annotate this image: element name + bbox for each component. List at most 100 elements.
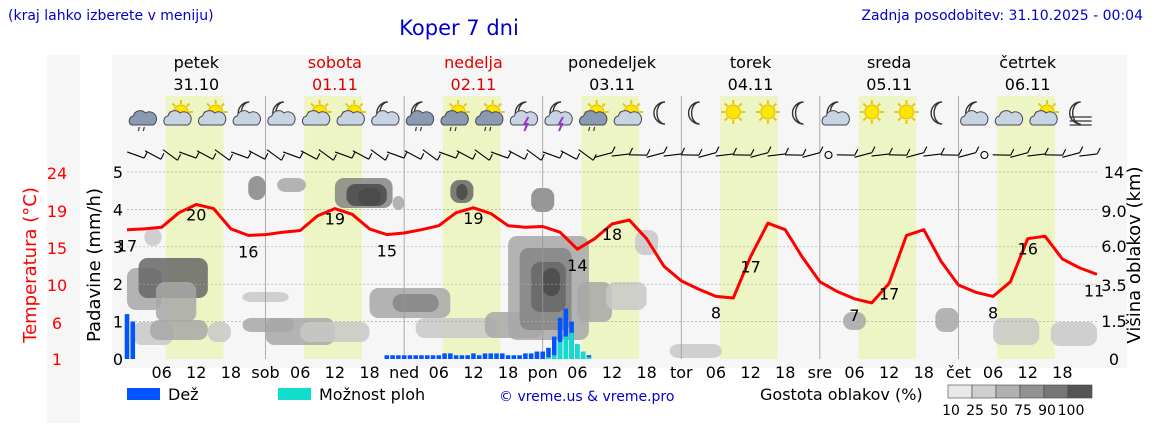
rain-bar xyxy=(407,355,413,359)
x-tick: 12 xyxy=(186,363,206,382)
day-date: 04.11 xyxy=(728,75,774,94)
cloud-density-value: 90 xyxy=(1038,403,1056,419)
rain-swatch xyxy=(127,388,160,400)
wind-barb xyxy=(680,148,703,156)
grid xyxy=(127,96,1097,359)
wind-barb xyxy=(784,148,807,156)
x-tick: 06 xyxy=(983,363,1003,382)
wind-barb xyxy=(1010,146,1032,158)
day-name: ponedeljek xyxy=(568,53,657,72)
rain-bar xyxy=(442,353,447,359)
shower-bar xyxy=(569,332,574,359)
day-date: 01.11 xyxy=(312,75,358,94)
precipitation-tick: 3 xyxy=(113,238,123,257)
wind-barb xyxy=(422,149,441,161)
last-update: Zadnja posodobitev: 31.10.2025 - 00:04 xyxy=(861,8,1143,24)
copyright: © vreme.us & vreme.pro xyxy=(499,389,674,405)
rain-bar xyxy=(430,355,436,359)
rain-bar xyxy=(130,321,136,359)
wind-barb xyxy=(1027,147,1049,157)
precipitation-bars xyxy=(124,308,592,359)
sun-rain-icon xyxy=(579,100,609,132)
temperature-label: 18 xyxy=(602,225,622,244)
day-name: nedelja xyxy=(444,53,503,72)
shower-bar xyxy=(551,355,557,359)
rain-bar xyxy=(436,355,442,359)
x-tick: 06 xyxy=(567,363,587,382)
temperature-label: 16 xyxy=(238,242,258,261)
cloud-height-tick: 0 xyxy=(1109,350,1119,369)
wind-barb xyxy=(888,148,911,156)
wind-barb xyxy=(230,151,252,159)
wind-barb xyxy=(802,146,824,158)
cloud-height-axis-title: Višina oblakov (km) xyxy=(1124,166,1145,343)
region-note[interactable]: (kraj lahko izberete v meniju) xyxy=(8,8,214,24)
wind-barb xyxy=(750,146,772,158)
x-tick: 18 xyxy=(636,363,656,382)
temperature-label: 17 xyxy=(740,258,760,277)
showers-legend-label: Možnost ploh xyxy=(319,385,425,404)
wind-barb xyxy=(300,150,321,160)
temperature-tick: 6 xyxy=(52,314,62,333)
moon-cloud-icon xyxy=(232,101,261,126)
showers-swatch xyxy=(278,388,311,400)
sun-cloud-icon xyxy=(336,100,367,126)
x-tick: 12 xyxy=(602,363,622,382)
x-tick: 06 xyxy=(429,363,449,382)
moon-cloud-icon xyxy=(821,101,850,126)
wind-barb xyxy=(646,146,668,158)
rain-bar xyxy=(500,353,505,359)
moon-cloud-icon xyxy=(267,101,296,126)
wind-barb xyxy=(490,151,512,159)
wind-barb xyxy=(1044,148,1067,156)
rain-bar xyxy=(563,308,569,359)
moon-icon xyxy=(653,101,666,125)
rain-bar xyxy=(459,355,465,359)
wind-barb xyxy=(404,150,425,160)
wind-barb xyxy=(1079,147,1101,157)
x-tick: 06 xyxy=(706,363,726,382)
cloud-area xyxy=(248,176,266,200)
wind-barb xyxy=(958,146,980,158)
wind-barb xyxy=(352,150,373,160)
wind-barb xyxy=(992,148,1015,156)
cloud-area xyxy=(300,322,370,342)
moon-cloud-icon xyxy=(371,101,400,126)
wind-barb xyxy=(508,150,529,160)
shower-bar xyxy=(563,336,569,359)
wind-barb xyxy=(698,146,720,158)
rain-legend-label: Dež xyxy=(168,385,199,404)
day-date: 31.10 xyxy=(173,75,219,94)
wind-barb xyxy=(663,147,686,157)
day-date: 06.11 xyxy=(1005,75,1051,94)
wind-barb xyxy=(282,151,304,159)
x-tick: 18 xyxy=(914,363,934,382)
temperature-tick: 19 xyxy=(47,202,67,221)
rain-bar xyxy=(396,355,401,359)
wind-barb xyxy=(715,147,738,157)
daylight-band xyxy=(997,96,1055,359)
page-title: Koper 7 dni xyxy=(399,16,519,40)
temperature-tick: 15 xyxy=(47,239,67,258)
day-name: sreda xyxy=(867,53,911,72)
cloud-density-value: 100 xyxy=(1058,403,1085,419)
x-tick: 06 xyxy=(290,363,310,382)
rain-bar xyxy=(124,314,130,359)
x-tick: 12 xyxy=(879,363,899,382)
x-tick: 06 xyxy=(151,363,171,382)
wind-barb xyxy=(980,150,989,160)
cloud-area xyxy=(842,312,867,330)
left-panel xyxy=(47,55,80,423)
wind-barb xyxy=(266,149,286,161)
x-tick: ned xyxy=(389,363,419,382)
cloud-area xyxy=(669,344,722,358)
wind-barb xyxy=(906,146,928,158)
cloud-area xyxy=(993,318,1040,345)
shower-bar xyxy=(575,344,580,359)
moon-rain-icon xyxy=(405,101,435,132)
day-name: petek xyxy=(174,53,220,72)
temperature-label: 15 xyxy=(377,242,397,261)
temperature-axis-title: Temperatura (°C) xyxy=(20,187,41,344)
wind-barb xyxy=(334,151,356,159)
